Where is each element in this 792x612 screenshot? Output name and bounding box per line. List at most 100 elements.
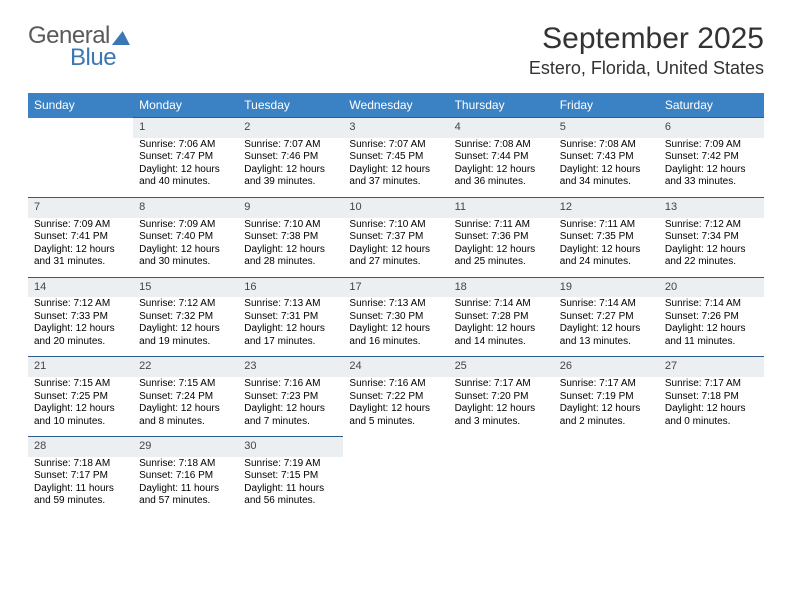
day-detail-cell: Sunrise: 7:06 AMSunset: 7:47 PMDaylight:… [133, 138, 238, 198]
day-d1: Daylight: 12 hours [665, 403, 758, 416]
day-detail-cell: Sunrise: 7:10 AMSunset: 7:38 PMDaylight:… [238, 218, 343, 278]
brand-triangle-icon [112, 31, 130, 45]
day-d1: Daylight: 12 hours [244, 323, 337, 336]
day-detail-cell: Sunrise: 7:07 AMSunset: 7:45 PMDaylight:… [343, 138, 448, 198]
day-d2: and 19 minutes. [139, 336, 232, 349]
day-detail-cell: Sunrise: 7:18 AMSunset: 7:16 PMDaylight:… [133, 457, 238, 516]
day-d1: Daylight: 12 hours [349, 244, 442, 257]
day-d2: and 56 minutes. [244, 495, 337, 508]
day-d2: and 14 minutes. [455, 336, 548, 349]
day-number-cell [659, 437, 764, 457]
day-detail-cell: Sunrise: 7:16 AMSunset: 7:23 PMDaylight:… [238, 377, 343, 437]
brand-text-blue: Blue [70, 44, 130, 72]
weekday-header: Thursday [449, 93, 554, 118]
day-number-row: 78910111213 [28, 197, 764, 217]
day-ss: Sunset: 7:42 PM [665, 151, 758, 164]
day-d1: Daylight: 12 hours [455, 403, 548, 416]
day-ss: Sunset: 7:35 PM [560, 231, 653, 244]
day-d1: Daylight: 12 hours [560, 164, 653, 177]
day-d2: and 8 minutes. [139, 416, 232, 429]
day-detail-cell: Sunrise: 7:14 AMSunset: 7:28 PMDaylight:… [449, 297, 554, 357]
day-ss: Sunset: 7:36 PM [455, 231, 548, 244]
day-detail-cell: Sunrise: 7:14 AMSunset: 7:26 PMDaylight:… [659, 297, 764, 357]
day-number-cell: 3 [343, 118, 448, 138]
day-sr: Sunrise: 7:14 AM [665, 298, 758, 311]
day-number-cell: 21 [28, 357, 133, 377]
day-detail-cell: Sunrise: 7:12 AMSunset: 7:32 PMDaylight:… [133, 297, 238, 357]
day-number-cell: 22 [133, 357, 238, 377]
day-number-cell: 24 [343, 357, 448, 377]
day-d1: Daylight: 12 hours [139, 164, 232, 177]
day-number-cell: 16 [238, 277, 343, 297]
day-detail-cell: Sunrise: 7:15 AMSunset: 7:24 PMDaylight:… [133, 377, 238, 437]
day-detail-cell: Sunrise: 7:11 AMSunset: 7:35 PMDaylight:… [554, 218, 659, 278]
month-title: September 2025 [529, 22, 764, 56]
day-d2: and 22 minutes. [665, 256, 758, 269]
day-detail-cell: Sunrise: 7:07 AMSunset: 7:46 PMDaylight:… [238, 138, 343, 198]
day-sr: Sunrise: 7:08 AM [560, 139, 653, 152]
day-d2: and 33 minutes. [665, 176, 758, 189]
day-sr: Sunrise: 7:09 AM [34, 219, 127, 232]
day-number-cell: 1 [133, 118, 238, 138]
day-number-cell [554, 437, 659, 457]
day-d2: and 16 minutes. [349, 336, 442, 349]
day-ss: Sunset: 7:34 PM [665, 231, 758, 244]
day-d2: and 24 minutes. [560, 256, 653, 269]
day-number-cell: 9 [238, 197, 343, 217]
day-d2: and 27 minutes. [349, 256, 442, 269]
day-number-cell: 26 [554, 357, 659, 377]
day-d2: and 5 minutes. [349, 416, 442, 429]
day-d1: Daylight: 12 hours [139, 244, 232, 257]
day-d1: Daylight: 12 hours [34, 244, 127, 257]
day-d2: and 40 minutes. [139, 176, 232, 189]
day-detail-row: Sunrise: 7:12 AMSunset: 7:33 PMDaylight:… [28, 297, 764, 357]
day-number-cell: 18 [449, 277, 554, 297]
day-ss: Sunset: 7:17 PM [34, 470, 127, 483]
day-ss: Sunset: 7:24 PM [139, 391, 232, 404]
day-d2: and 11 minutes. [665, 336, 758, 349]
day-ss: Sunset: 7:27 PM [560, 311, 653, 324]
day-detail-cell: Sunrise: 7:17 AMSunset: 7:20 PMDaylight:… [449, 377, 554, 437]
day-detail-cell: Sunrise: 7:10 AMSunset: 7:37 PMDaylight:… [343, 218, 448, 278]
day-detail-cell: Sunrise: 7:13 AMSunset: 7:31 PMDaylight:… [238, 297, 343, 357]
day-ss: Sunset: 7:41 PM [34, 231, 127, 244]
day-sr: Sunrise: 7:15 AM [34, 378, 127, 391]
day-sr: Sunrise: 7:19 AM [244, 458, 337, 471]
weekday-header: Tuesday [238, 93, 343, 118]
calendar-table: SundayMondayTuesdayWednesdayThursdayFrid… [28, 93, 764, 516]
day-ss: Sunset: 7:37 PM [349, 231, 442, 244]
day-number-cell: 13 [659, 197, 764, 217]
day-d2: and 13 minutes. [560, 336, 653, 349]
day-detail-cell: Sunrise: 7:13 AMSunset: 7:30 PMDaylight:… [343, 297, 448, 357]
day-number-cell [28, 118, 133, 138]
day-ss: Sunset: 7:33 PM [34, 311, 127, 324]
day-number-cell: 8 [133, 197, 238, 217]
day-detail-cell: Sunrise: 7:11 AMSunset: 7:36 PMDaylight:… [449, 218, 554, 278]
day-number-cell: 23 [238, 357, 343, 377]
day-detail-cell: Sunrise: 7:08 AMSunset: 7:44 PMDaylight:… [449, 138, 554, 198]
day-ss: Sunset: 7:23 PM [244, 391, 337, 404]
day-ss: Sunset: 7:22 PM [349, 391, 442, 404]
day-number-cell: 15 [133, 277, 238, 297]
day-ss: Sunset: 7:20 PM [455, 391, 548, 404]
day-sr: Sunrise: 7:17 AM [665, 378, 758, 391]
day-number-cell: 14 [28, 277, 133, 297]
day-detail-cell: Sunrise: 7:09 AMSunset: 7:41 PMDaylight:… [28, 218, 133, 278]
day-detail-cell: Sunrise: 7:17 AMSunset: 7:19 PMDaylight:… [554, 377, 659, 437]
day-ss: Sunset: 7:46 PM [244, 151, 337, 164]
day-number-cell: 25 [449, 357, 554, 377]
day-d1: Daylight: 12 hours [455, 164, 548, 177]
weekday-header: Wednesday [343, 93, 448, 118]
day-detail-cell [659, 457, 764, 516]
day-sr: Sunrise: 7:17 AM [560, 378, 653, 391]
day-sr: Sunrise: 7:17 AM [455, 378, 548, 391]
day-sr: Sunrise: 7:08 AM [455, 139, 548, 152]
day-number-cell: 20 [659, 277, 764, 297]
day-number-cell: 5 [554, 118, 659, 138]
day-d1: Daylight: 12 hours [560, 244, 653, 257]
day-d1: Daylight: 12 hours [455, 323, 548, 336]
day-d1: Daylight: 12 hours [665, 164, 758, 177]
day-d2: and 59 minutes. [34, 495, 127, 508]
weekday-header: Saturday [659, 93, 764, 118]
day-d2: and 39 minutes. [244, 176, 337, 189]
